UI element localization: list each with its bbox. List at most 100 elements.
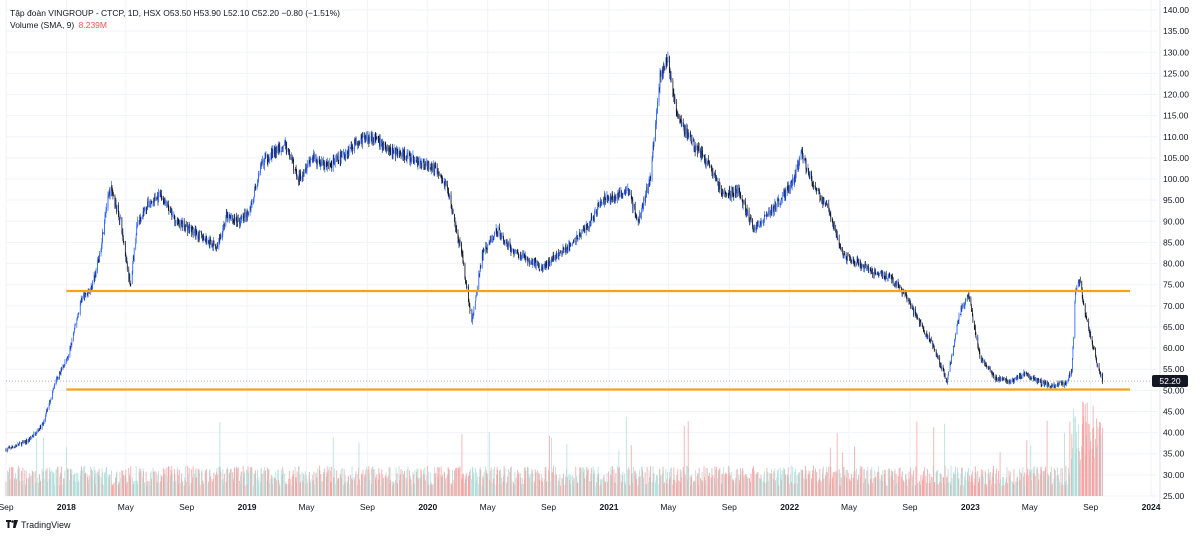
volume-bar [628,483,630,496]
candle-body [531,259,533,262]
volume-bar [230,468,232,496]
candle-body [1017,375,1018,378]
volume-bar [324,471,326,496]
volume-bar [447,466,449,496]
x-tick-label: 2021 [600,502,619,512]
candle-body [212,245,214,248]
volume-bar [653,473,654,496]
candle-body [22,441,24,443]
candle-body [740,195,742,197]
candle-body [302,175,304,177]
candle-body [1001,378,1003,380]
volume-bar [1072,409,1074,496]
volume-bar [734,483,736,496]
candle-body [1003,379,1004,380]
volume-bar [816,481,818,496]
candle-body [653,140,655,146]
candle-body [513,250,515,255]
candle-body [615,197,616,201]
volume-bar [787,467,789,496]
candle-body [547,261,549,266]
candle-body [365,135,367,140]
volume-bar [515,478,516,496]
candle-body [209,239,211,245]
volume-bar [206,484,208,496]
candle-body [943,370,944,371]
volume-bar [346,481,348,496]
candle-body [489,239,491,243]
candle-body [38,428,40,431]
volume-bar [967,473,969,496]
candle-body [1007,381,1008,382]
volume-bar [466,479,468,496]
volume-bar [720,483,722,496]
candle-body [837,238,839,239]
candle-body [651,160,653,179]
candle-body [635,215,637,216]
volume-bar [478,476,480,496]
candle-body [511,248,513,251]
candle-body [63,365,64,367]
candle-body [59,371,61,373]
volume-bar [779,467,781,496]
volume-bar [951,477,953,496]
volume-bar [977,470,979,496]
volume-bar [310,478,312,496]
volume-bar [873,478,875,496]
candle-body [790,181,792,183]
candle-body [473,306,475,314]
candle-body [847,255,849,257]
volume-bar [398,465,400,496]
candle-body [660,71,661,74]
volume-bar [146,485,147,496]
volume-bar [354,480,356,496]
volume-bar [210,476,211,496]
candle-body [1017,376,1019,378]
candle-body [309,160,310,161]
volume-bar [962,467,963,496]
candle-body [566,251,567,253]
candle-body [960,314,961,316]
candle-body [1050,386,1051,387]
candle-body [732,191,734,194]
candle-body [84,293,86,294]
volume-bar [995,473,997,496]
candle-body [450,195,452,205]
volume-bar [56,477,57,496]
candle-body [29,437,31,439]
candle-body [1098,364,1100,371]
volume-bar [1039,474,1041,496]
candle-body [165,200,166,204]
volume-bar [1015,481,1017,496]
volume-bar [91,468,93,496]
candle-body [733,195,735,197]
volume-bar [960,485,961,496]
candle-body [735,190,737,195]
candle-body [67,357,68,359]
tradingview-branding[interactable]: TradingView [6,520,71,530]
volume-bar [597,474,598,496]
candle-body [343,153,345,157]
candle-body [202,234,203,241]
volume-bar [384,475,386,496]
volume-bar [73,480,75,496]
candle-body [430,167,432,171]
candle-body [872,268,873,275]
volume-bar [813,465,814,496]
volume-bar [157,474,159,496]
candle-body [718,185,719,189]
candle-body [853,260,855,265]
volume-bar [673,467,675,496]
volume-bar [802,477,804,496]
volume-bar [1096,418,1098,496]
candle-body [549,262,551,264]
volume-bar [777,468,779,496]
candle-body [211,241,213,247]
y-tick-label: 65.00 [1163,322,1185,332]
volume-bar [114,482,116,496]
candle-body [811,171,812,180]
candle-body [486,248,488,249]
candle-body [504,241,505,244]
candle-body [362,136,363,144]
